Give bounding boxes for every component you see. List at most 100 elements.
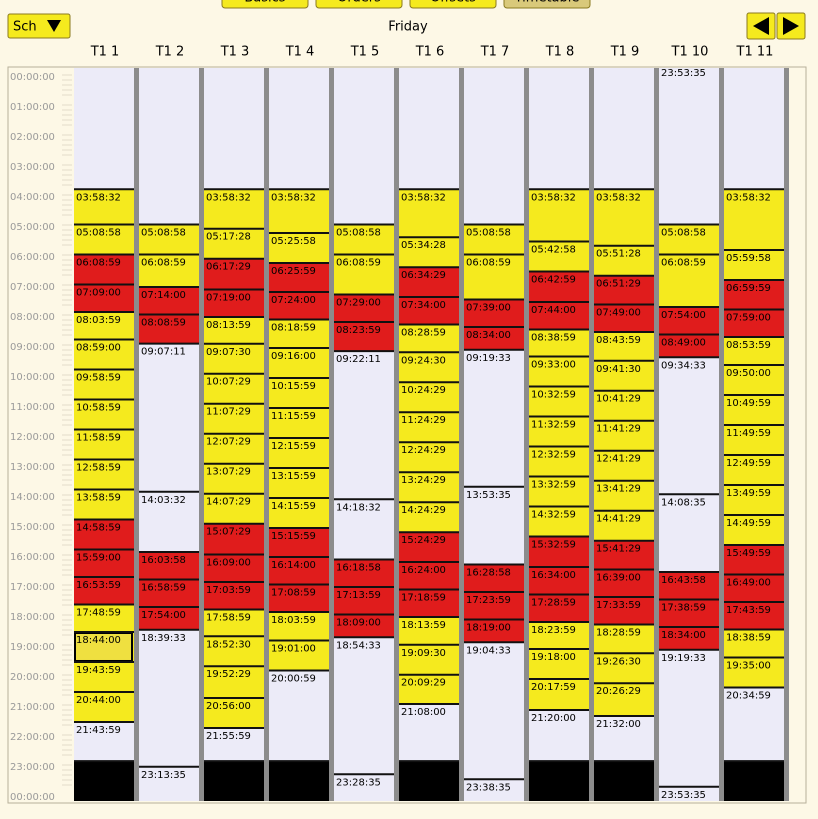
event-time[interactable]: 13:58:59 [76, 492, 121, 503]
event-time[interactable]: 10:24:29 [401, 385, 446, 396]
event-time[interactable]: 14:08:35 [661, 497, 706, 508]
event-time[interactable]: 05:59:58 [726, 253, 771, 264]
event-time[interactable]: 11:58:59 [76, 432, 121, 443]
event-time[interactable]: 19:43:59 [76, 665, 121, 676]
event-time[interactable]: 13:41:29 [596, 484, 641, 495]
event-time[interactable]: 15:07:29 [206, 527, 251, 538]
event-time[interactable]: 16:14:00 [271, 560, 316, 571]
event-time[interactable]: 16:28:58 [466, 567, 511, 578]
event-time[interactable]: 11:49:59 [726, 428, 771, 439]
event-time[interactable]: 08:53:59 [726, 340, 771, 351]
event-time[interactable]: 07:29:00 [336, 298, 381, 309]
event-time[interactable]: 07:09:00 [76, 288, 121, 299]
event-time[interactable]: 17:48:59 [76, 607, 121, 618]
event-time[interactable]: 08:03:59 [76, 315, 121, 326]
event-time[interactable]: 08:28:59 [401, 327, 446, 338]
event-time[interactable]: 09:16:00 [271, 351, 316, 362]
event-time[interactable]: 14:49:59 [726, 518, 771, 529]
event-time[interactable]: 03:58:32 [76, 192, 121, 203]
event-time[interactable]: 17:43:59 [726, 605, 771, 616]
event-time[interactable]: 18:38:59 [726, 632, 771, 643]
event-time[interactable]: 20:09:29 [401, 678, 446, 689]
event-time[interactable]: 11:41:29 [596, 424, 641, 435]
event-time[interactable]: 07:49:00 [596, 308, 641, 319]
event-time[interactable]: 11:24:29 [401, 415, 446, 426]
event-time[interactable]: 07:24:00 [271, 295, 316, 306]
event-time[interactable]: 20:56:00 [206, 701, 251, 712]
event-time[interactable]: 21:43:59 [76, 725, 121, 736]
event-time[interactable]: 13:24:29 [401, 475, 446, 486]
event-time[interactable]: 06:08:59 [76, 257, 121, 268]
event-time[interactable]: 16:18:58 [336, 562, 381, 573]
event-time[interactable]: 05:08:58 [336, 227, 381, 238]
event-time[interactable]: 05:51:28 [596, 249, 641, 260]
event-time[interactable]: 16:53:59 [76, 580, 121, 591]
event-time[interactable]: 05:08:58 [661, 227, 706, 238]
event-time[interactable]: 05:08:58 [76, 227, 121, 238]
event-time[interactable]: 12:32:59 [531, 449, 576, 460]
event-time[interactable]: 09:07:11 [141, 347, 186, 358]
event-time[interactable]: 17:08:59 [271, 587, 316, 598]
event-time[interactable]: 07:44:00 [531, 305, 576, 316]
event-time[interactable]: 19:52:29 [206, 669, 251, 680]
event-time[interactable]: 11:15:59 [271, 411, 316, 422]
event-time[interactable]: 12:15:59 [271, 441, 316, 452]
event-time[interactable]: 19:18:00 [531, 652, 576, 663]
event-time[interactable]: 20:34:59 [726, 690, 771, 701]
event-time[interactable]: 05:25:58 [271, 236, 316, 247]
event-time[interactable]: 23:53:35 [661, 790, 706, 801]
event-time[interactable]: 08:43:59 [596, 335, 641, 346]
event-time[interactable]: 06:17:29 [206, 262, 251, 273]
event-time[interactable]: 21:08:00 [401, 707, 446, 718]
event-time[interactable]: 20:44:00 [76, 695, 121, 706]
event-time[interactable]: 09:07:30 [206, 347, 251, 358]
event-time[interactable]: 03:58:32 [726, 192, 771, 203]
event-time[interactable]: 09:19:33 [466, 353, 511, 364]
event-time[interactable]: 09:22:11 [336, 354, 381, 365]
event-time[interactable]: 08:13:59 [206, 320, 251, 331]
event-time[interactable]: 23:02:11 [206, 764, 251, 775]
event-time[interactable]: 23:02:11 [271, 764, 316, 775]
event-time[interactable]: 18:13:59 [401, 620, 446, 631]
event-time[interactable]: 19:35:00 [726, 661, 771, 672]
event-time[interactable]: 17:33:59 [596, 600, 641, 611]
event-time[interactable]: 09:58:59 [76, 372, 121, 383]
event-time[interactable]: 11:32:59 [531, 419, 576, 430]
tab[interactable] [503, 0, 591, 9]
event-time[interactable]: 13:32:59 [531, 479, 576, 490]
event-time[interactable]: 19:09:30 [401, 648, 446, 659]
event-time[interactable]: 18:19:00 [466, 623, 511, 634]
event-time[interactable]: 23:28:35 [336, 777, 381, 788]
event-time[interactable]: 23:02:11 [401, 764, 446, 775]
event-time[interactable]: 09:41:30 [596, 364, 641, 375]
event-time[interactable]: 09:24:30 [401, 355, 446, 366]
event-time[interactable]: 13:07:29 [206, 467, 251, 478]
event-time[interactable]: 05:42:58 [531, 244, 576, 255]
event-time[interactable]: 18:23:59 [531, 625, 576, 636]
event-time[interactable]: 07:19:00 [206, 293, 251, 304]
event-time[interactable]: 14:18:32 [336, 502, 381, 513]
event-time[interactable]: 15:15:59 [271, 531, 316, 542]
event-time[interactable]: 05:08:58 [141, 227, 186, 238]
event-time[interactable]: 13:49:59 [726, 488, 771, 499]
event-time[interactable]: 23:02:11 [596, 764, 641, 775]
event-time[interactable]: 14:03:32 [141, 495, 186, 506]
event-time[interactable]: 06:25:59 [271, 266, 316, 277]
event-time[interactable]: 08:49:00 [661, 338, 706, 349]
event-time[interactable]: 08:23:59 [336, 325, 381, 336]
event-time[interactable]: 12:58:59 [76, 462, 121, 473]
event-time[interactable]: 14:07:29 [206, 497, 251, 508]
event-time[interactable]: 17:58:59 [206, 612, 251, 623]
event-time[interactable]: 23:02:11 [726, 764, 771, 775]
event-time[interactable]: 05:17:28 [206, 232, 251, 243]
event-time[interactable]: 10:07:29 [206, 377, 251, 388]
event-time[interactable]: 06:08:59 [336, 257, 381, 268]
event-time[interactable]: 20:26:29 [596, 686, 641, 697]
event-time[interactable]: 03:58:32 [596, 192, 641, 203]
event-time[interactable]: 06:42:59 [531, 274, 576, 285]
event-time[interactable]: 07:14:00 [141, 290, 186, 301]
event-time[interactable]: 20:17:59 [531, 682, 576, 693]
event-time[interactable]: 18:52:30 [206, 639, 251, 650]
event-time[interactable]: 07:54:00 [661, 310, 706, 321]
event-time[interactable]: 14:15:59 [271, 501, 316, 512]
